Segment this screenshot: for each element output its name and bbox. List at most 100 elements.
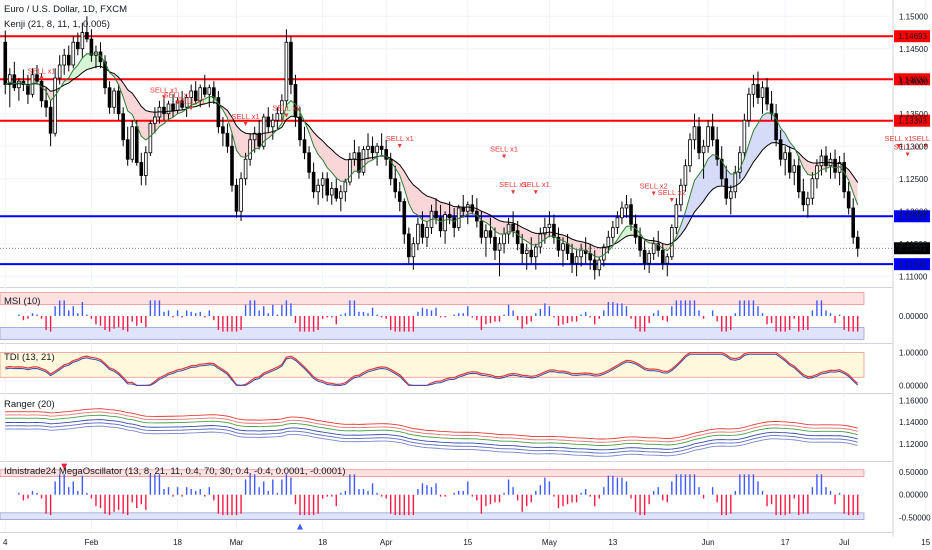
- candle[interactable]: [284, 29, 289, 108]
- candle[interactable]: [588, 243, 593, 270]
- candle[interactable]: [674, 198, 679, 234]
- candle[interactable]: [765, 78, 769, 111]
- oscillator-panes[interactable]: [0, 292, 865, 530]
- candle[interactable]: [715, 126, 719, 166]
- candle[interactable]: [533, 243, 538, 270]
- candle[interactable]: [629, 198, 633, 231]
- candle[interactable]: [307, 146, 311, 179]
- candle[interactable]: [806, 191, 810, 218]
- candle[interactable]: [683, 159, 688, 192]
- candle[interactable]: [760, 81, 765, 114]
- candle[interactable]: [261, 113, 266, 150]
- candle[interactable]: [375, 143, 379, 166]
- candle[interactable]: [325, 172, 330, 202]
- candle[interactable]: [665, 253, 670, 277]
- candle[interactable]: [230, 133, 234, 192]
- candle[interactable]: [796, 156, 801, 199]
- candle[interactable]: [370, 136, 375, 160]
- candle[interactable]: [66, 45, 71, 72]
- candle[interactable]: [570, 243, 574, 273]
- candle[interactable]: [574, 250, 579, 277]
- candle[interactable]: [846, 182, 851, 215]
- candle[interactable]: [80, 22, 85, 59]
- candle[interactable]: [833, 149, 837, 179]
- candle[interactable]: [116, 84, 121, 121]
- candle[interactable]: [742, 113, 747, 160]
- candle[interactable]: [366, 133, 370, 160]
- candle[interactable]: [828, 152, 833, 179]
- candle[interactable]: [402, 198, 407, 244]
- candle[interactable]: [842, 152, 846, 199]
- candle[interactable]: [475, 198, 479, 228]
- candle[interactable]: [656, 230, 661, 257]
- candle[interactable]: [130, 120, 135, 163]
- candle[interactable]: [180, 91, 184, 111]
- candle[interactable]: [479, 211, 484, 244]
- candle[interactable]: [76, 32, 80, 56]
- candle[interactable]: [71, 35, 76, 69]
- candle[interactable]: [620, 201, 624, 225]
- candle[interactable]: [193, 81, 198, 104]
- candle[interactable]: [738, 146, 742, 179]
- candle[interactable]: [7, 68, 12, 108]
- candle[interactable]: [302, 126, 307, 160]
- candle[interactable]: [728, 185, 733, 215]
- candle[interactable]: [121, 107, 125, 147]
- candle[interactable]: [547, 211, 552, 238]
- candle[interactable]: [216, 91, 221, 134]
- candle[interactable]: [706, 120, 710, 153]
- candle[interactable]: [139, 152, 144, 186]
- candle[interactable]: [85, 16, 89, 43]
- candle[interactable]: [148, 120, 153, 156]
- candle[interactable]: [12, 61, 17, 91]
- candle[interactable]: [171, 94, 175, 117]
- candle[interactable]: [851, 198, 856, 244]
- candle[interactable]: [44, 87, 48, 117]
- candle[interactable]: [688, 133, 692, 173]
- candle[interactable]: [225, 123, 230, 153]
- candle[interactable]: [293, 74, 298, 127]
- candle[interactable]: [407, 227, 411, 264]
- candle[interactable]: [538, 227, 543, 254]
- candle[interactable]: [524, 243, 529, 270]
- candle[interactable]: [112, 87, 116, 114]
- candle[interactable]: [275, 107, 280, 130]
- candle[interactable]: [438, 204, 443, 238]
- candle[interactable]: [411, 237, 416, 270]
- candle[interactable]: [339, 185, 343, 212]
- candle[interactable]: [511, 211, 515, 238]
- candle[interactable]: [561, 237, 565, 267]
- candle[interactable]: [53, 68, 57, 137]
- candle[interactable]: [434, 198, 438, 225]
- candle[interactable]: [384, 139, 388, 166]
- candle[interactable]: [17, 78, 21, 101]
- candle[interactable]: [756, 71, 760, 105]
- candle[interactable]: [647, 250, 651, 273]
- time-axis[interactable]: 4 Feb 18 Mar 18 Apr 15 May 13 Jun 17 Jul 15: [3, 538, 931, 547]
- candle[interactable]: [162, 97, 166, 121]
- candle[interactable]: [416, 217, 420, 251]
- candle[interactable]: [266, 107, 271, 134]
- candle[interactable]: [89, 29, 94, 62]
- candle[interactable]: [552, 214, 556, 244]
- candle[interactable]: [465, 201, 470, 225]
- candle[interactable]: [470, 195, 475, 215]
- candle[interactable]: [62, 48, 67, 75]
- candle[interactable]: [624, 195, 629, 218]
- candle[interactable]: [701, 139, 706, 179]
- candle[interactable]: [311, 162, 316, 199]
- candle[interactable]: [710, 113, 715, 147]
- candle[interactable]: [488, 217, 493, 244]
- candle[interactable]: [484, 224, 488, 257]
- price-axis[interactable]: 1.14693 1.14030 1.13393 1.11923 1.11186 1.114…: [894, 12, 931, 522]
- candle[interactable]: [792, 159, 797, 186]
- candle[interactable]: [837, 156, 842, 186]
- candle[interactable]: [515, 221, 520, 251]
- candle[interactable]: [270, 113, 275, 140]
- candle[interactable]: [747, 87, 751, 127]
- candle[interactable]: [615, 211, 620, 234]
- candle[interactable]: [189, 84, 193, 108]
- candle[interactable]: [719, 146, 724, 186]
- candle[interactable]: [642, 240, 647, 270]
